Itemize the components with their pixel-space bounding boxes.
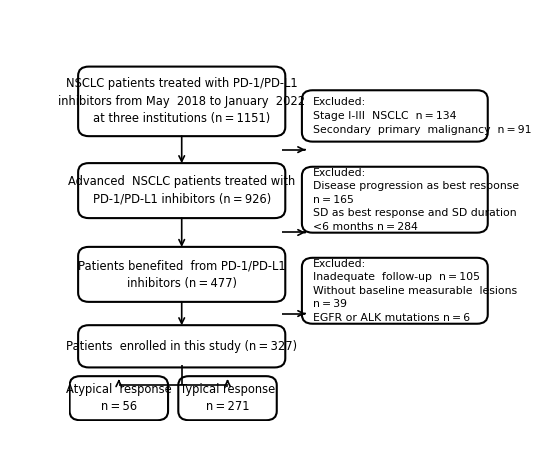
FancyBboxPatch shape <box>70 376 168 420</box>
FancyBboxPatch shape <box>78 163 285 218</box>
Text: Patients benefited  from PD-1/PD-L1
inhibitors (n = 477): Patients benefited from PD-1/PD-L1 inhib… <box>78 259 285 289</box>
Text: Typical response
n = 271: Typical response n = 271 <box>180 383 275 413</box>
FancyBboxPatch shape <box>78 247 285 302</box>
Text: Advanced  NSCLC patients treated with
PD-1/PD-L1 inhibitors (n = 926): Advanced NSCLC patients treated with PD-… <box>68 175 295 206</box>
Text: Excluded:
Disease progression as best response
n = 165
SD as best response and S: Excluded: Disease progression as best re… <box>313 167 519 232</box>
Text: Excluded:
Stage I-III  NSCLC  n = 134
Secondary  primary  malignancy  n = 91: Excluded: Stage I-III NSCLC n = 134 Seco… <box>313 97 531 134</box>
FancyBboxPatch shape <box>302 90 488 141</box>
Text: Atypical  response
n = 56: Atypical response n = 56 <box>66 383 172 413</box>
FancyBboxPatch shape <box>302 167 488 233</box>
FancyBboxPatch shape <box>78 325 285 368</box>
FancyBboxPatch shape <box>78 67 285 136</box>
Text: Excluded:
Inadequate  follow-up  n = 105
Without baseline measurable  lesions
n : Excluded: Inadequate follow-up n = 105 W… <box>313 259 517 323</box>
Text: Patients  enrolled in this study (n = 327): Patients enrolled in this study (n = 327… <box>66 340 297 353</box>
FancyBboxPatch shape <box>302 258 488 324</box>
FancyBboxPatch shape <box>178 376 277 420</box>
Text: NSCLC patients treated with PD-1/PD-L1
inhibitors from May  2018 to January  202: NSCLC patients treated with PD-1/PD-L1 i… <box>58 78 305 125</box>
